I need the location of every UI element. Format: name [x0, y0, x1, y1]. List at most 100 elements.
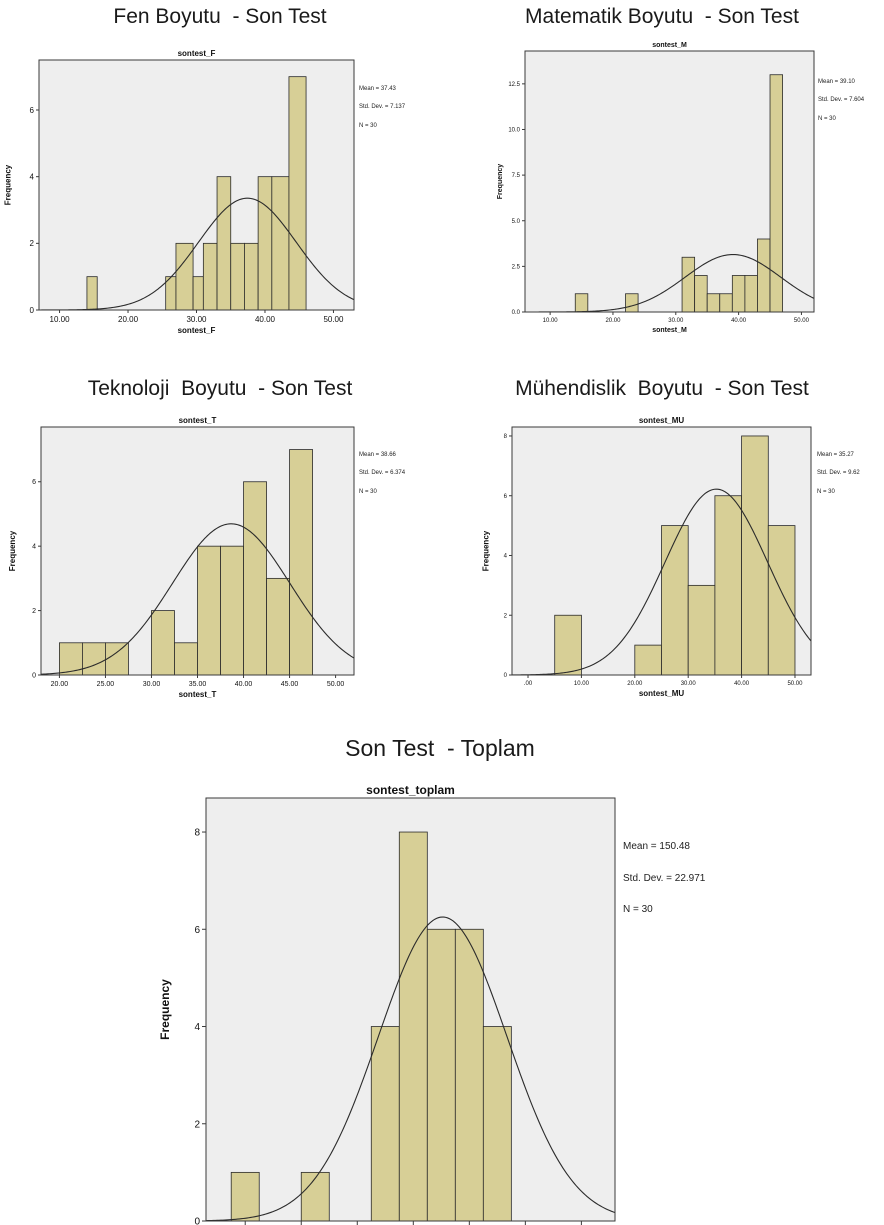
y-tick-label: 10.0 — [508, 128, 520, 134]
histogram-bar — [216, 176, 232, 311]
chart-title: sontest_MU — [639, 416, 685, 425]
x-tick-label: 40.00 — [235, 681, 253, 688]
x-tick-label: 50.00 — [787, 681, 803, 687]
x-axis-label: sontest_F — [178, 326, 216, 335]
x-tick-label: 10.00 — [50, 315, 71, 324]
x-tick-label: 35.00 — [189, 681, 207, 688]
stats-std: Std. Dev. = 9.62 — [817, 470, 860, 477]
y-tick-label: 8 — [194, 828, 200, 839]
stats-mean: Mean = 150.48 — [623, 841, 690, 852]
histogram-panel-fen: Fen Boyutu - Son Test sontest_F 10.00 20.0… — [0, 0, 440, 350]
x-tick-label: 40.00 — [255, 315, 276, 324]
histogram-bar — [197, 545, 221, 676]
stats-n: N = 30 — [817, 489, 835, 496]
histogram-matematik: sontest_M 10.00 20.00 30.00 40.00 50.00 0.0 2.5… — [497, 42, 815, 334]
x-tick-label: 40.00 — [731, 318, 747, 324]
histogram-bar — [625, 293, 639, 313]
x-tick-label: 25.00 — [97, 681, 115, 688]
y-tick-label: 0.0 — [512, 310, 521, 316]
histogram-bar — [151, 610, 175, 676]
y-tick-label: 4 — [194, 1022, 200, 1033]
x-tick-label: 50.00 — [323, 315, 344, 324]
panel-heading: Fen Boyutu - Son Test — [113, 5, 327, 28]
x-axis-label: sontest_MU — [639, 689, 685, 698]
x-tick-label: 30.00 — [143, 681, 161, 688]
histogram-bar — [230, 242, 245, 311]
histogram-bar — [687, 584, 716, 676]
stats-std: Std. Dev. = 6.374 — [359, 470, 406, 477]
y-tick-label: 0 — [194, 1217, 200, 1225]
histogram-bar — [574, 293, 589, 313]
histogram-bar — [482, 1026, 512, 1222]
y-tick-label: 2 — [504, 613, 508, 619]
histogram-bar — [370, 1026, 400, 1222]
normal-curve — [39, 197, 355, 311]
chart-title: sontest_M — [652, 42, 687, 49]
x-axis-label: sontest_T — [179, 690, 217, 699]
y-tick-label: 0 — [504, 673, 508, 679]
y-tick-label: 6 — [32, 479, 36, 486]
histogram-bar — [634, 644, 662, 676]
plot-area — [39, 60, 354, 310]
stats-mean: Mean = 35.27 — [817, 451, 854, 458]
y-tick-label: 2 — [30, 239, 35, 248]
y-tick-label: 7.5 — [512, 173, 521, 179]
histogram-panel-muhendislik: Mühendislik Boyutu - Son Test sontest_MU… — [442, 372, 882, 712]
panel-heading: Teknoloji Boyutu - Son Test — [87, 377, 353, 400]
histogram-bar — [681, 256, 696, 313]
y-axis-label: Frequency — [3, 164, 12, 205]
plot-frame — [205, 797, 616, 1222]
histogram-panel-matematik: Matematik Boyutu - Son Test sontest_M 10.… — [442, 0, 882, 350]
histogram-bar — [220, 545, 244, 676]
chart-title: sontest_T — [179, 416, 217, 425]
normal-curve — [205, 916, 616, 1222]
stats-mean: Mean = 37.43 — [359, 85, 396, 92]
stats-n: N = 30 — [818, 116, 836, 123]
stats-box: Mean = 150.48 Std. Dev. = 22.971 N = 30 — [623, 821, 705, 937]
histogram-bar — [426, 928, 456, 1222]
chart-title: sontest_toplam — [366, 783, 455, 797]
y-axis-label: Frequency — [482, 530, 491, 571]
stats-mean: Mean = 39.10 — [818, 78, 855, 85]
histogram-toplam: sontest_toplam80.00100.00120.00140.00160… — [158, 783, 616, 1225]
y-tick-label: 4 — [504, 554, 508, 560]
histogram-bar — [271, 176, 290, 311]
histogram-bar — [257, 176, 273, 311]
y-tick-label: 6 — [30, 106, 35, 115]
y-axis-label: Frequency — [497, 164, 504, 200]
y-tick-label: 2 — [32, 608, 36, 615]
histogram-bar — [767, 525, 796, 676]
y-tick-label: 2.5 — [512, 264, 521, 270]
stats-std: Std. Dev. = 7.137 — [359, 104, 406, 111]
histogram-bar — [719, 293, 733, 313]
histogram-bar — [105, 642, 129, 676]
y-tick-label: 6 — [504, 494, 508, 500]
histogram-bar — [174, 642, 198, 676]
panel-heading: Son Test - Toplam — [345, 735, 535, 761]
histogram-bar — [289, 449, 313, 676]
histogram-bar — [266, 577, 290, 676]
normal-curve — [511, 488, 812, 676]
stats-mean: Mean = 38.66 — [359, 451, 396, 458]
x-tick-label: 20.00 — [118, 315, 139, 324]
histogram-bar — [243, 481, 267, 676]
x-tick-label: .00 — [524, 681, 533, 687]
x-tick-label: 45.00 — [281, 681, 299, 688]
histogram-bar — [165, 276, 177, 311]
histogram-bar — [230, 1171, 260, 1222]
histogram-bar — [192, 276, 204, 311]
x-tick-label: 10.00 — [543, 318, 559, 324]
histogram-bar — [769, 74, 783, 313]
x-tick-label: 30.00 — [186, 315, 207, 324]
histogram-teknoloji: sontest_T 20.00 25.00 30.00 35.00 40.00 45.00 5… — [8, 416, 355, 699]
plot-frame — [524, 50, 815, 313]
stats-box: Mean = 38.66 Std. Dev. = 6.374 N = 30 — [359, 439, 405, 508]
x-tick-label: 20.00 — [605, 318, 621, 324]
histogram-bar — [202, 242, 218, 311]
normal-curve — [40, 523, 355, 675]
x-tick-label: 10.00 — [574, 681, 590, 687]
stats-n: N = 30 — [623, 904, 653, 915]
histogram-bar — [694, 275, 708, 313]
x-tick-label: 30.00 — [668, 318, 684, 324]
x-tick-label: 30.00 — [681, 681, 697, 687]
